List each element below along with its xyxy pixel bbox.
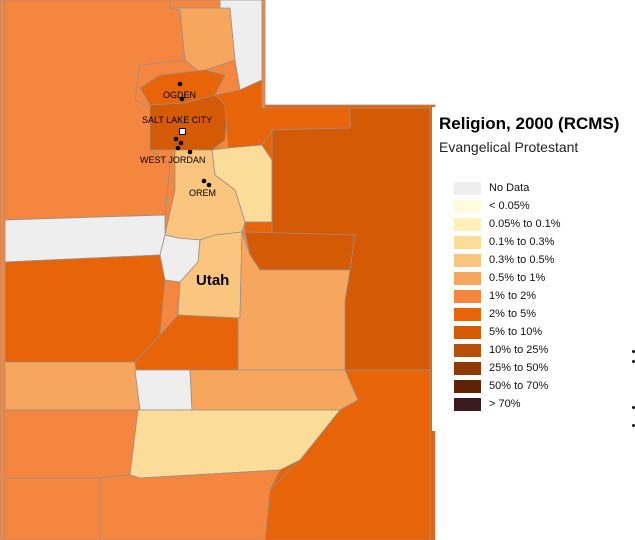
legend-label: 0.05% to 0.1% [489, 218, 561, 230]
legend-label: 10% to 25% [489, 344, 549, 356]
city-label-orem: OREM [189, 188, 216, 198]
county-emery [237, 231, 351, 371]
legend-title: Religion, 2000 (RCMS) [439, 114, 620, 133]
county-rich [219, 0, 263, 91]
county-grand [264, 369, 431, 540]
legend-swatch [454, 181, 481, 195]
legend-subtitle: Evangelical Protestant [439, 139, 579, 155]
county-beaver [4, 361, 141, 411]
legend-label: 0.3% to 0.5% [489, 254, 555, 266]
legend-item: 0.5% to 1% [454, 269, 561, 287]
legend-item: 0.05% to 0.1% [454, 215, 561, 233]
legend-label: 5% to 10% [489, 326, 543, 338]
legend-item: 5% to 10% [454, 323, 561, 341]
legend-item: No Data [454, 179, 561, 197]
legend-swatch [454, 307, 481, 321]
legend-label: 1% to 2% [489, 290, 537, 302]
legend-swatch [454, 271, 481, 285]
legend-swatch [454, 343, 481, 357]
legend-label: > 70% [489, 398, 521, 410]
city-point [178, 140, 184, 146]
legend-item: 2% to 5% [454, 305, 561, 323]
legend-item: 25% to 50% [454, 359, 561, 377]
county-washington [4, 477, 101, 540]
county-kane [99, 469, 281, 540]
legend-label: 0.1% to 0.3% [489, 236, 555, 248]
county-nodata-west [4, 214, 166, 263]
county-juab [4, 254, 166, 363]
legend-item: 0.1% to 0.3% [454, 233, 561, 251]
city-point [206, 182, 212, 188]
legend-list: No Data < 0.05% 0.05% to 0.1% 0.1% to 0.3% 0… [454, 179, 561, 413]
counties [4, 0, 431, 540]
city-point [173, 136, 179, 142]
city-label-ogden: OGDEN [163, 90, 196, 100]
legend-label: 50% to 70% [489, 380, 549, 392]
legend-label: 2% to 5% [489, 308, 537, 320]
capital-marker [179, 128, 186, 135]
city-label-salt-lake-city: SALT LAKE CITY [142, 115, 212, 125]
legend-swatch [454, 235, 481, 249]
county-piute [134, 369, 193, 411]
legend-item: > 70% [454, 395, 561, 413]
legend-item: < 0.05% [454, 197, 561, 215]
legend-item: 50% to 70% [454, 377, 561, 395]
county-carbon [244, 231, 356, 271]
city-point [177, 81, 183, 87]
legend-item: 10% to 25% [454, 341, 561, 359]
legend-swatch [454, 325, 481, 339]
city-point [187, 149, 193, 155]
legend-panel: Religion, 2000 (RCMS) Evangelical Protes… [432, 107, 635, 431]
county-wayne [189, 369, 359, 411]
legend-swatch [454, 217, 481, 231]
county-duchesne [244, 128, 273, 236]
county-iron [4, 409, 141, 479]
legend-item: 0.3% to 0.5% [454, 251, 561, 269]
legend-swatch [454, 289, 481, 303]
legend-label: 0.5% to 1% [489, 272, 546, 284]
legend-swatch [454, 361, 481, 375]
legend-swatch [454, 397, 481, 411]
legend-label: < 0.05% [489, 200, 530, 212]
legend-label: No Data [489, 182, 530, 194]
city-point [179, 96, 185, 102]
legend-swatch [454, 199, 481, 213]
city-label-west-jordan: WEST JORDAN [140, 155, 205, 165]
legend-item: 1% to 2% [454, 287, 561, 305]
city-point [175, 145, 181, 151]
legend-swatch [454, 379, 481, 393]
city-markers: OGDEN SALT LAKE CITY WEST JORDAN OREM Ut… [140, 81, 229, 289]
edge-marks [631, 350, 635, 430]
city-point [201, 178, 207, 184]
legend-label: 25% to 50% [489, 362, 549, 374]
state-label: Utah [196, 272, 229, 289]
legend-swatch [454, 253, 481, 267]
